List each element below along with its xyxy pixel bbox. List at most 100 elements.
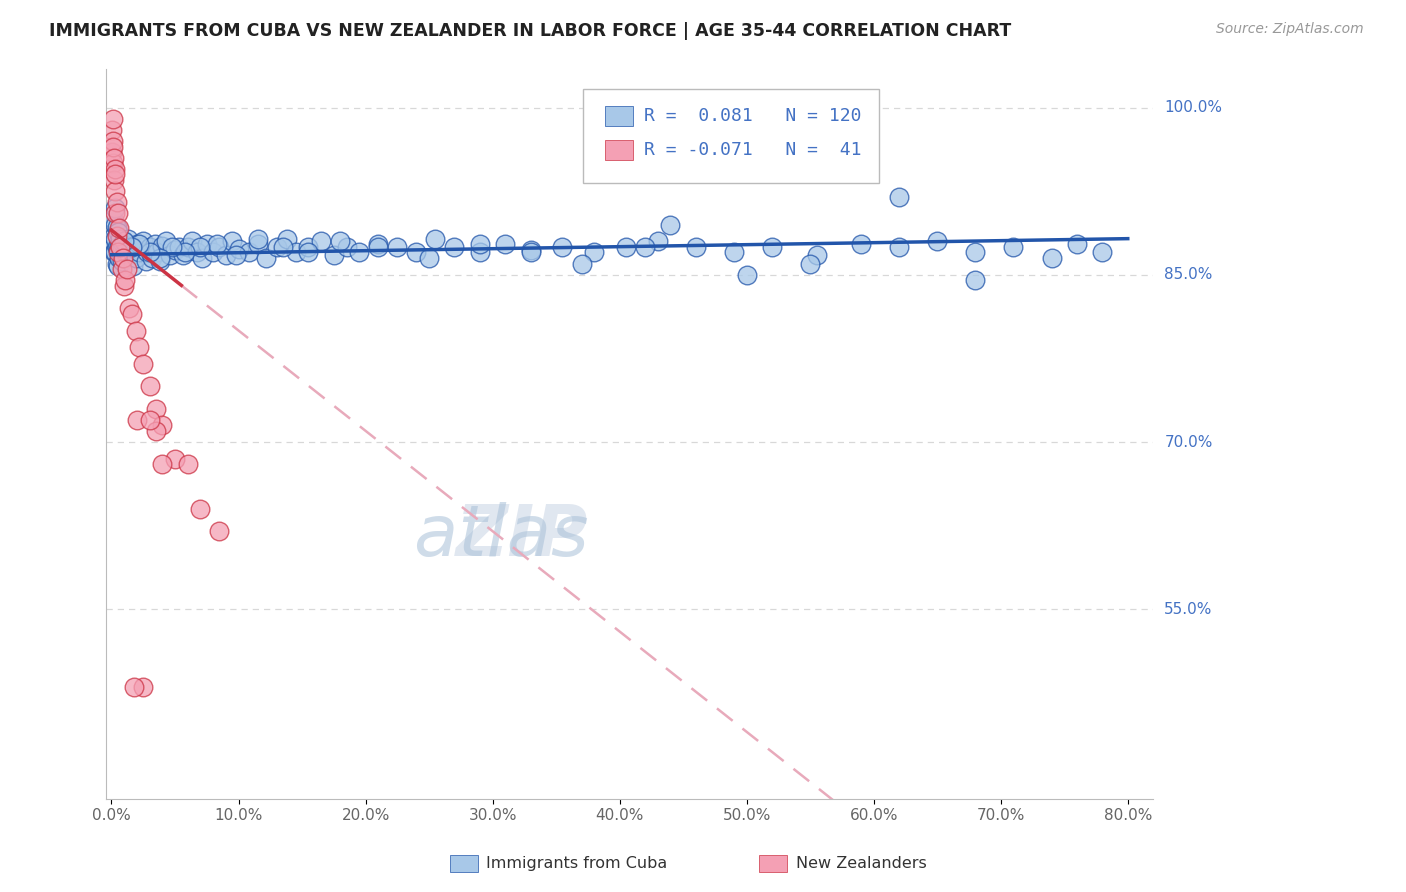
Point [104, 161, 127, 176]
Point [128, 236, 150, 251]
Point [104, 184, 127, 198]
Point [103, 228, 125, 243]
Point [108, 251, 131, 265]
Point [322, 248, 344, 262]
Point [167, 240, 190, 254]
Text: 100.0%: 100.0% [1164, 100, 1222, 115]
Text: Source: ZipAtlas.com: Source: ZipAtlas.com [1216, 22, 1364, 37]
Point [101, 240, 124, 254]
Point [887, 240, 910, 254]
Point [150, 239, 173, 253]
Point [202, 245, 225, 260]
Point [131, 240, 153, 254]
Point [105, 195, 128, 210]
Point [297, 240, 319, 254]
Point [177, 240, 200, 254]
Point [138, 379, 160, 393]
Point [190, 251, 212, 265]
Point [138, 240, 160, 254]
Point [163, 451, 186, 466]
Point [128, 245, 150, 260]
Point [143, 236, 166, 251]
Point [145, 401, 167, 416]
Point [111, 262, 134, 277]
Point [101, 112, 124, 126]
Point [1040, 251, 1063, 265]
Point [125, 413, 148, 427]
Point [149, 251, 172, 265]
Point [103, 139, 125, 153]
Point [104, 201, 127, 215]
Point [297, 245, 319, 260]
Point [103, 212, 125, 227]
Point [135, 254, 157, 268]
Text: 85.0%: 85.0% [1164, 268, 1212, 282]
Point [112, 251, 135, 265]
Point [284, 245, 307, 260]
Point [647, 235, 669, 249]
Point [172, 248, 194, 262]
Point [111, 254, 134, 268]
Point [132, 235, 155, 249]
Point [276, 232, 298, 246]
Point [110, 232, 132, 246]
Point [107, 226, 129, 240]
Point [208, 524, 231, 539]
Point [177, 458, 200, 472]
Point [238, 245, 260, 260]
Point [159, 248, 181, 262]
Point [124, 251, 146, 265]
Point [425, 232, 447, 246]
Text: 55.0%: 55.0% [1164, 602, 1212, 616]
Point [132, 357, 155, 371]
Point [180, 235, 202, 249]
Point [634, 240, 657, 254]
Point [571, 257, 593, 271]
Point [965, 273, 987, 287]
Point [105, 257, 128, 271]
Point [1066, 236, 1088, 251]
Point [145, 424, 167, 438]
Point [105, 240, 128, 254]
Point [256, 251, 278, 265]
Point [115, 239, 138, 253]
Point [367, 236, 389, 251]
Point [104, 168, 127, 182]
Point [195, 236, 218, 251]
Point [111, 236, 134, 251]
Point [335, 240, 357, 254]
Point [806, 248, 828, 262]
Point [104, 206, 127, 220]
Point [107, 244, 129, 258]
Point [121, 245, 143, 260]
Point [117, 232, 139, 246]
Point [105, 228, 128, 243]
Point [104, 245, 127, 260]
Text: R = -0.071   N =  41: R = -0.071 N = 41 [644, 141, 862, 159]
Point [111, 251, 134, 265]
Point [124, 324, 146, 338]
Point [101, 235, 124, 249]
Point [685, 240, 707, 254]
Point [150, 458, 173, 472]
Point [122, 259, 145, 273]
Point [519, 244, 541, 258]
Point [101, 123, 124, 137]
Point [228, 242, 250, 256]
Point [111, 240, 134, 254]
Point [387, 240, 409, 254]
Point [205, 236, 228, 251]
Point [1002, 240, 1025, 254]
Point [246, 232, 269, 246]
Point [246, 236, 269, 251]
Point [225, 248, 247, 262]
Point [155, 235, 177, 249]
Point [221, 235, 243, 249]
Point [112, 279, 135, 293]
Point [799, 257, 821, 271]
Point [124, 242, 146, 256]
Point [125, 236, 148, 251]
Point [215, 248, 238, 262]
Point [405, 245, 427, 260]
Point [107, 245, 129, 260]
